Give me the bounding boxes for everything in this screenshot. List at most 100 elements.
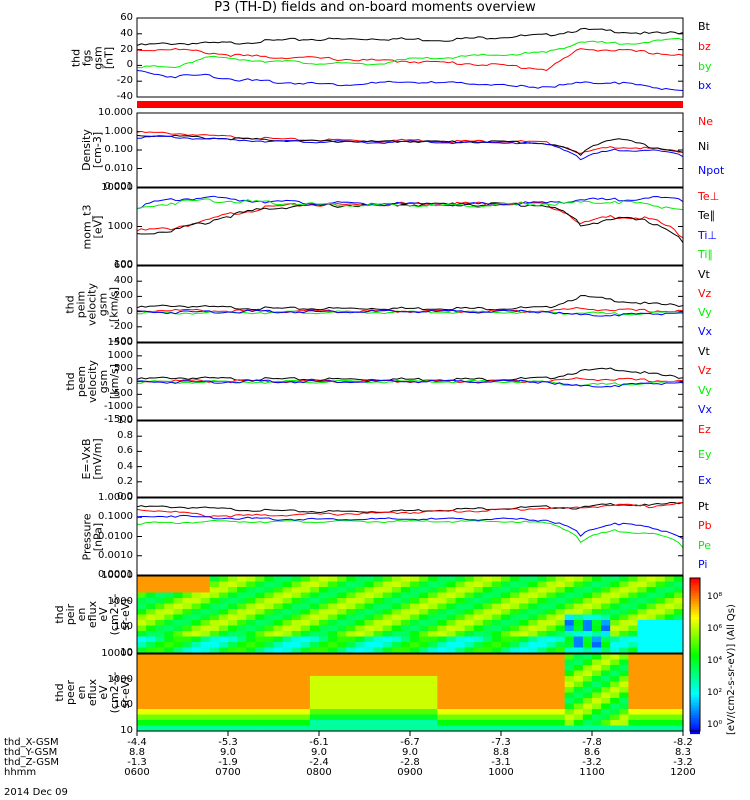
spectrogram-cell [218,636,229,643]
spectrogram-cell [428,603,438,610]
spectrogram-cell [309,614,320,621]
y-tick-label: 0.100 [104,144,133,155]
spectrogram-cell [646,698,657,705]
spectrogram-cell [519,714,529,721]
spectrogram-cell [592,642,602,649]
spectrogram-cell [191,642,202,649]
spectrogram-cell [291,625,302,632]
spectrogram-cell [255,681,265,688]
spectrogram-cell [391,609,402,616]
spectrogram-cell [491,614,502,621]
spectrogram-cell [355,581,366,588]
spectrogram-cell [428,659,438,666]
spectrogram-cell [173,709,184,716]
series-line-bz [136,47,684,72]
spectrogram-cell [328,636,338,643]
spectrogram-cell [510,647,520,654]
page-title: P3 (TH-D) fields and on-board moments ov… [214,0,536,15]
spectrogram-cell [319,587,329,594]
spectrogram-cell [455,609,466,616]
spectrogram-cell [482,620,493,627]
y-tick-label: -1500 [103,414,133,425]
y-tick-label: 0.0100 [98,530,133,542]
spectrogram-cell [364,631,375,638]
spectrogram-cell [519,720,529,727]
spectrogram-cell [191,681,202,688]
spectrogram-cell [391,670,402,677]
spectrogram-cell [173,603,184,610]
spectrogram-cell [209,631,220,638]
spectrogram-cell [209,576,220,583]
spectrogram-cell [200,670,211,677]
spectrogram-cell [573,654,584,661]
spectrogram-cell [400,587,411,594]
footer-value: -5.3 [218,737,238,748]
spectrogram-cell [137,620,147,627]
spectrogram-cell [200,687,211,694]
spectrogram-cell [300,703,311,710]
spectrogram-cell [228,692,238,699]
spectrogram-cell [173,625,184,632]
spectrogram-cell [537,725,548,732]
spectrogram-cell [228,687,238,694]
spectrogram-cell [592,709,602,716]
spectrogram-cell [137,625,147,632]
spectrogram-cell [455,687,466,694]
spectrogram-cell [646,725,657,732]
colorbar-swatch [690,718,700,722]
spectrogram-cell [519,603,529,610]
spectrogram-cell [237,609,247,616]
spectrogram-cell [191,609,202,616]
spectrogram-cell [446,576,457,583]
spectrogram-cell [319,603,329,610]
spectrogram-cell [400,654,411,661]
spectrogram-cell [400,581,411,588]
spectrogram-cell [501,631,511,638]
spectrogram-cell [137,614,147,621]
spectrogram-cell [328,598,338,605]
spectrogram-cell [228,636,238,643]
spectrogram-cell [273,714,284,721]
spectrogram-cell [337,587,347,594]
legend-Te⊥: Te⊥ [698,190,720,203]
y-axis-label: E=-VxB [mV/m] [80,438,104,480]
spectrogram-cell [501,636,511,643]
spectrogram-cell [619,631,629,638]
spectrogram-cell [628,709,639,716]
spectrogram-cell [182,698,193,705]
spectrogram-cell [182,598,193,605]
spectrogram-cell [428,592,438,599]
colorbar-swatch [690,603,700,608]
spectrogram-cell [146,592,156,599]
spectrogram-cell [173,703,184,710]
spectrogram-cell [501,592,511,599]
spectrogram-cell [137,642,147,649]
spectrogram-cell [646,598,657,605]
spectrogram-cell [328,725,338,732]
spectrogram-cell [655,676,666,683]
spectrogram-cell [601,603,611,610]
spectrogram-cell [555,670,566,677]
spectrogram-cell [582,709,593,716]
y-tick-label: 0 [126,375,133,387]
spectrogram-cell [619,620,629,627]
spectrogram-cell [473,720,484,727]
spectrogram-cell [273,654,284,661]
spectrogram-cell [137,587,147,594]
spectrogram-cell [573,703,584,710]
spectrogram-cell [610,587,620,594]
spectrogram-cell [218,698,229,705]
spectrogram-cell [482,603,493,610]
spectrogram-cell [291,654,302,661]
spectrogram-cell [664,654,675,661]
spectrogram-cell [610,670,620,677]
spectrogram-cell [592,676,602,683]
spectrogram-cell [528,631,538,638]
spectrogram-cell [255,642,265,649]
spectrogram-cell [464,703,475,710]
spectrogram-cell [173,676,184,683]
spectrogram-cell [355,625,366,632]
spectrogram-cell [200,720,211,727]
spectrogram-cell [228,609,238,616]
spectrogram-cell [601,676,611,683]
